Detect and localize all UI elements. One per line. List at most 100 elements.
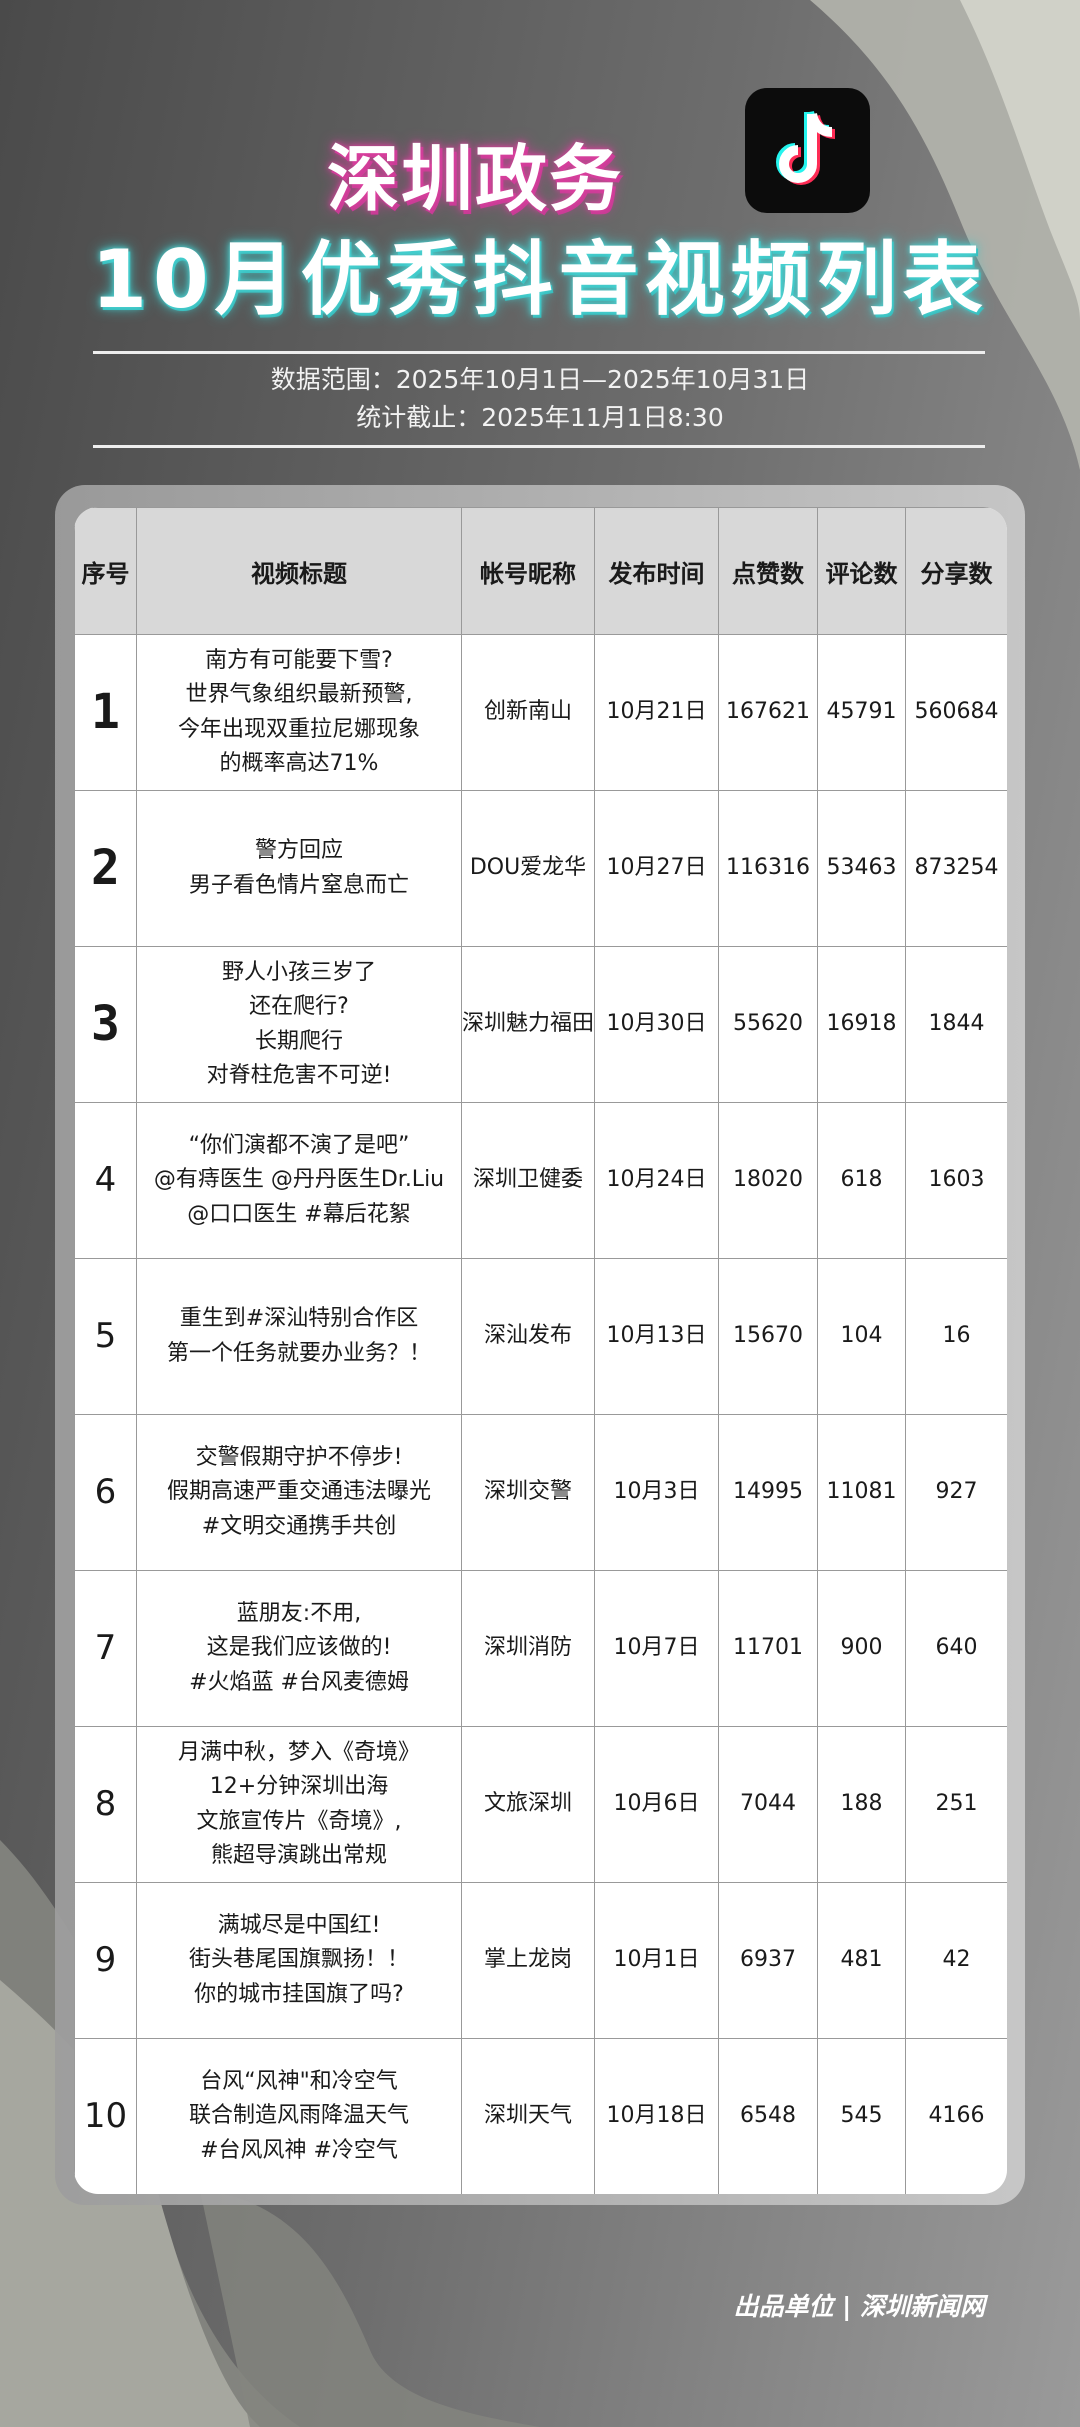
- title-line: 野人小孩三岁了: [221, 960, 376, 986]
- cell-date: 10月18日: [594, 2038, 719, 2194]
- cell-account: 文旅深圳: [461, 1726, 595, 1883]
- cell-comments: 900: [817, 1570, 906, 1727]
- title-line: 你的城市挂国旗了吗?: [194, 1981, 404, 2007]
- cell-shares: 640: [905, 1570, 1007, 1727]
- cell-date: 10月27日: [594, 790, 719, 947]
- title-line: 文旅宣传片《奇境》,: [196, 1808, 402, 1834]
- cell-likes: 167621: [718, 634, 818, 791]
- cell-rank: 1: [74, 634, 137, 791]
- title-line-2: 10月优秀抖音视频列表: [91, 233, 989, 326]
- cell-rank: 10: [74, 2038, 137, 2194]
- cell-rank: 4: [74, 1102, 137, 1259]
- title-line: 的概率高达71%: [219, 750, 379, 776]
- cell-comments: 188: [817, 1726, 906, 1883]
- title-line: “你们演都不演了是吧”: [188, 1133, 410, 1159]
- cell-rank: 8: [74, 1726, 137, 1883]
- table-row: 4 “你们演都不演了是吧” @有痔医生 @丹丹医生Dr.Liu @口口医生 #幕后花絮…: [74, 1102, 1007, 1259]
- cell-account: 深圳魅力福田: [461, 946, 595, 1103]
- title-line: 蓝朋友:不用,: [236, 1601, 362, 1627]
- footer-credit: 出品单位 | 深圳新闻网: [733, 2292, 985, 2321]
- cell-date: 10月13日: [594, 1258, 719, 1415]
- cell-comments: 45791: [817, 634, 906, 791]
- title-line: 世界气象组织最新预警,: [185, 682, 413, 708]
- table-row: 7 蓝朋友:不用, 这是我们应该做的! #火焰蓝 #台风麦德姆 深圳消防 10月7日 117…: [74, 1570, 1007, 1727]
- title-line: 假期高速严重交通违法曝光: [166, 1479, 431, 1505]
- cell-account: 创新南山: [461, 634, 595, 791]
- cell-shares: 560684: [905, 634, 1007, 791]
- cell-title: 蓝朋友:不用, 这是我们应该做的! #火焰蓝 #台风麦德姆: [136, 1570, 462, 1727]
- cell-shares: 927: [905, 1414, 1007, 1571]
- cutoff-time: 统计截止：2025年11月1日8:30: [356, 403, 724, 432]
- cell-title: 满城尽是中国红! 街头巷尾国旗飘扬！！ 你的城市挂国旗了吗?: [136, 1882, 462, 2039]
- column-header-date: 发布时间: [594, 507, 719, 635]
- cell-shares: 1603: [905, 1102, 1007, 1259]
- table-header: 序号 视频标题 帐号昵称 发布时间 点赞数 评论数 分享数: [74, 507, 1007, 635]
- cell-date: 10月21日: [594, 634, 719, 791]
- cell-date: 10月3日: [594, 1414, 719, 1571]
- title-line: 警方回应: [254, 838, 343, 864]
- cell-title: 野人小孩三岁了 还在爬行? 长期爬行对脊柱危害不可逆!: [136, 946, 462, 1103]
- title-line: 对脊柱危害不可逆!: [206, 1062, 392, 1088]
- title-line: 重生到#深汕特别合作区: [179, 1306, 419, 1332]
- cell-rank: 9: [74, 1882, 137, 2039]
- data-range: 数据范围：2025年10月1日—2025年10月31日: [270, 365, 810, 394]
- title-line: 还在爬行?: [249, 994, 349, 1020]
- cell-account: 深圳交警: [461, 1414, 595, 1571]
- cell-shares: 16: [905, 1258, 1007, 1415]
- cell-account: 深圳消防: [461, 1570, 595, 1727]
- cell-title: “你们演都不演了是吧” @有痔医生 @丹丹医生Dr.Liu @口口医生 #幕后花絮: [136, 1102, 462, 1259]
- title-line: 南方有可能要下雪?: [205, 648, 393, 674]
- cell-comments: 618: [817, 1102, 906, 1259]
- cell-comments: 545: [817, 2038, 906, 2194]
- divider: [93, 445, 985, 448]
- table-row: 3 野人小孩三岁了 还在爬行? 长期爬行 对脊柱危害不可逆! 深圳魅力福田 10月30日 55…: [74, 946, 1007, 1103]
- column-header-title: 视频标题: [136, 507, 462, 635]
- cell-likes: 14995: [718, 1414, 818, 1571]
- divider: [93, 351, 985, 354]
- cell-likes: 116316: [718, 790, 818, 947]
- cell-shares: 42: [905, 1882, 1007, 2039]
- cell-title: 月满中秋，梦入《奇境》 12+分钟深圳出海 文旅宣传片《奇境》, 熊超导演跳出常规: [136, 1726, 462, 1883]
- title-line: 男子看色情片窒息而亡: [188, 872, 409, 898]
- tiktok-icon: [745, 88, 870, 213]
- cell-likes: 55620: [718, 946, 818, 1103]
- title-line: 满城尽是中国红!: [217, 1913, 381, 1939]
- title-line: 交警假期守护不停步!: [195, 1445, 403, 1471]
- cell-date: 10月24日: [594, 1102, 719, 1259]
- cell-account: 深圳天气: [461, 2038, 595, 2194]
- cell-date: 10月6日: [594, 1726, 719, 1883]
- title-line: 熊超导演跳出常规: [210, 1842, 387, 1868]
- cell-likes: 7044: [718, 1726, 818, 1883]
- title-line-1: 深圳政务: [326, 137, 623, 221]
- cell-title: 警方回应男子看色情片窒息而亡: [136, 790, 462, 947]
- title-line: 长期爬行: [254, 1028, 343, 1054]
- title-line: #台风风神 #冷空气: [200, 2137, 398, 2163]
- cell-title: 交警假期守护不停步! 假期高速严重交通违法曝光 #文明交通携手共创: [136, 1414, 462, 1571]
- video-table: 序号 视频标题 帐号昵称 发布时间 点赞数 评论数 分享数 1 南方有可能要下雪? 世界气象组织…: [74, 507, 1007, 2194]
- title-line: 月满中秋，梦入《奇境》: [177, 1740, 420, 1766]
- title-line: #文明交通携手共创: [201, 1513, 397, 1539]
- column-header-comments: 评论数: [817, 507, 906, 635]
- cell-rank: 5: [74, 1258, 137, 1415]
- cell-title: 南方有可能要下雪? 世界气象组织最新预警, 今年出现双重拉尼娜现象 的概率高达71%: [136, 634, 462, 791]
- table-row: 1 南方有可能要下雪? 世界气象组织最新预警, 今年出现双重拉尼娜现象 的概率高达71%…: [74, 634, 1007, 791]
- cell-account: 深圳卫健委: [461, 1102, 595, 1259]
- cell-comments: 104: [817, 1258, 906, 1415]
- title-line: 街头巷尾国旗飘扬！！: [188, 1947, 409, 1973]
- cell-shares: 251: [905, 1726, 1007, 1883]
- cell-shares: 4166: [905, 2038, 1007, 2194]
- cell-date: 10月30日: [594, 946, 719, 1103]
- column-header-likes: 点赞数: [718, 507, 818, 635]
- title-line: 这是我们应该做的!: [206, 1635, 392, 1661]
- cell-rank: 7: [74, 1570, 137, 1727]
- cell-likes: 11701: [718, 1570, 818, 1727]
- title-line: #火焰蓝 #台风麦德姆: [189, 1669, 409, 1695]
- cell-comments: 481: [817, 1882, 906, 2039]
- cell-comments: 11081: [817, 1414, 906, 1571]
- cell-title: 重生到#深汕特别合作区 第一个任务就要办业务？！: [136, 1258, 462, 1415]
- title-line: 今年出现双重拉尼娜现象: [177, 716, 420, 742]
- cell-comments: 16918: [817, 946, 906, 1103]
- cell-shares: 1844: [905, 946, 1007, 1103]
- table-row: 6 交警假期守护不停步! 假期高速严重交通违法曝光 #文明交通携手共创 深圳交警 10月3…: [74, 1414, 1007, 1571]
- cell-likes: 6937: [718, 1882, 818, 2039]
